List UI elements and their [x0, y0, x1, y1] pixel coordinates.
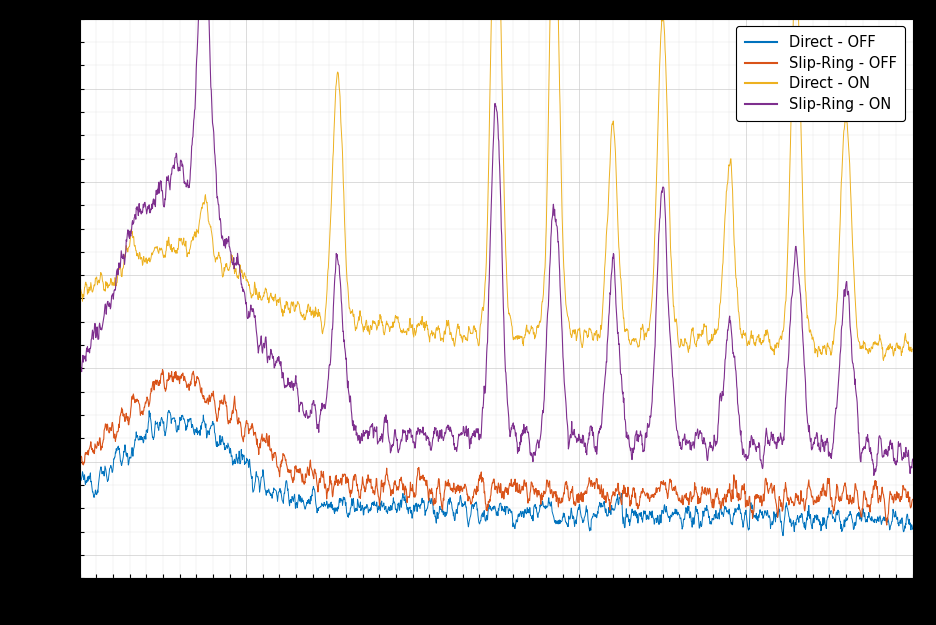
Direct - ON — [884, 345, 895, 352]
Slip-Ring - ON — [458, 429, 469, 436]
Slip-Ring - ON — [884, 447, 895, 454]
Direct - OFF — [74, 486, 85, 493]
Slip-Ring - OFF — [74, 452, 85, 459]
Slip-Ring - ON — [869, 472, 880, 479]
Legend: Direct - OFF, Slip-Ring - OFF, Direct - ON, Slip-Ring - ON: Direct - OFF, Slip-Ring - OFF, Direct - … — [737, 26, 905, 121]
Direct - ON — [457, 339, 468, 346]
Slip-Ring - OFF — [884, 496, 895, 504]
Line: Direct - ON: Direct - ON — [80, 0, 913, 361]
Slip-Ring - OFF — [479, 493, 490, 501]
Line: Slip-Ring - OFF: Slip-Ring - OFF — [80, 369, 913, 525]
Direct - OFF — [778, 532, 789, 539]
Direct - OFF — [730, 509, 741, 516]
Line: Direct - OFF: Direct - OFF — [80, 411, 913, 536]
Slip-Ring - ON — [116, 254, 127, 261]
Direct - OFF — [907, 526, 918, 533]
Slip-Ring - OFF — [884, 501, 895, 509]
Slip-Ring - OFF — [157, 366, 168, 373]
Direct - ON — [116, 272, 127, 280]
Slip-Ring - OFF — [907, 496, 918, 503]
Direct - ON — [74, 291, 85, 299]
Direct - ON — [730, 274, 741, 282]
Slip-Ring - OFF — [458, 484, 469, 492]
Direct - OFF — [884, 519, 895, 527]
Slip-Ring - OFF — [881, 521, 892, 529]
Direct - OFF — [884, 522, 895, 529]
Direct - OFF — [479, 516, 490, 524]
Slip-Ring - OFF — [730, 478, 741, 486]
Slip-Ring - ON — [907, 456, 918, 463]
Slip-Ring - ON — [884, 446, 895, 453]
Direct - OFF — [116, 459, 127, 467]
Direct - ON — [479, 288, 490, 296]
Slip-Ring - OFF — [116, 409, 127, 416]
Direct - OFF — [458, 503, 469, 510]
Slip-Ring - ON — [74, 368, 85, 375]
Direct - ON — [878, 357, 889, 364]
Direct - ON — [884, 345, 895, 352]
Direct - ON — [907, 346, 918, 353]
Slip-Ring - ON — [730, 368, 741, 375]
Slip-Ring - ON — [479, 389, 490, 397]
Direct - OFF — [163, 407, 174, 414]
Line: Slip-Ring - ON: Slip-Ring - ON — [80, 0, 913, 476]
